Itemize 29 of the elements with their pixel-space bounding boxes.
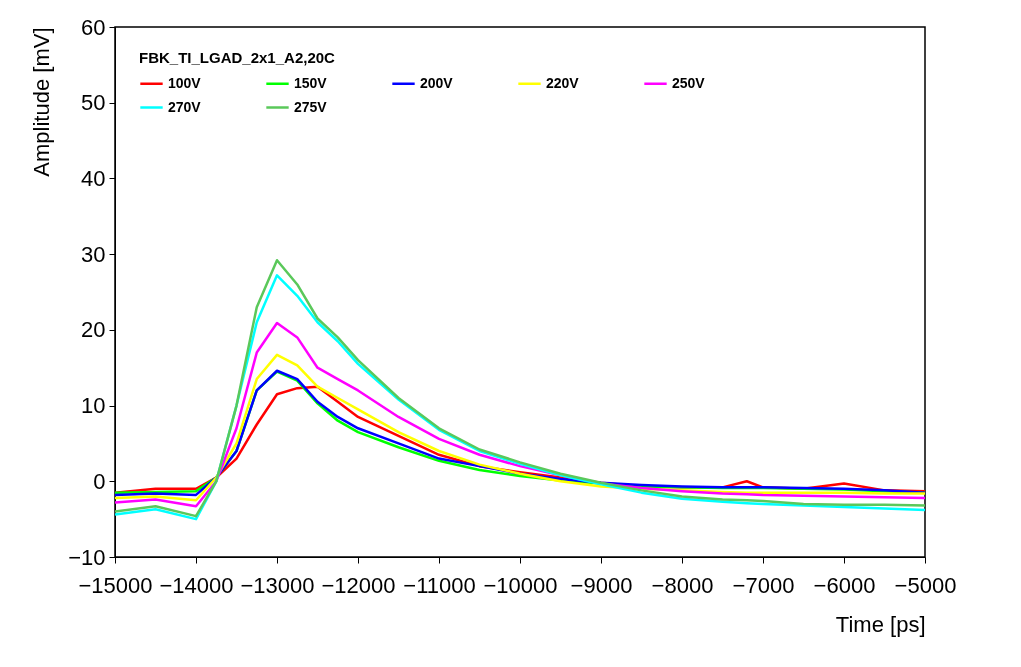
x-axis-title: Time [ps] [835,611,926,637]
y-tick-label: 40 [81,165,106,191]
x-tick-label: −10000 [483,572,558,598]
y-tick-label: 0 [93,468,106,494]
x-tick-label: −9000 [570,572,633,598]
legend-label: 200V [420,74,454,91]
legend-label: 100V [168,74,202,91]
x-tick-label: −7000 [732,572,795,598]
y-tick-label: −10 [68,544,106,570]
legend-label: 275V [294,98,328,115]
x-tick-label: −6000 [813,572,876,598]
y-tick-label: 30 [81,241,106,267]
y-tick-label: 20 [81,317,106,343]
y-tick-label: 10 [81,393,106,419]
x-tick-label: −5000 [894,572,957,598]
x-tick-label: −11000 [403,572,476,598]
legend-title: FBK_TI_LGAD_2x1_A2,20C [139,49,336,66]
x-tick-label: −13000 [240,572,315,598]
legend-label: 250V [672,74,706,91]
y-tick-label: 60 [81,14,106,40]
y-axis-title: Amplitude [mV] [29,27,55,177]
x-tick-label: −8000 [651,572,714,598]
legend-label: 270V [168,98,202,115]
y-tick-label: 50 [81,90,106,116]
x-tick-label: −14000 [159,572,234,598]
x-tick-label: −15000 [78,572,153,598]
x-tick-label: −12000 [321,572,396,598]
legend-label: 220V [546,74,580,91]
legend-label: 150V [294,74,328,91]
